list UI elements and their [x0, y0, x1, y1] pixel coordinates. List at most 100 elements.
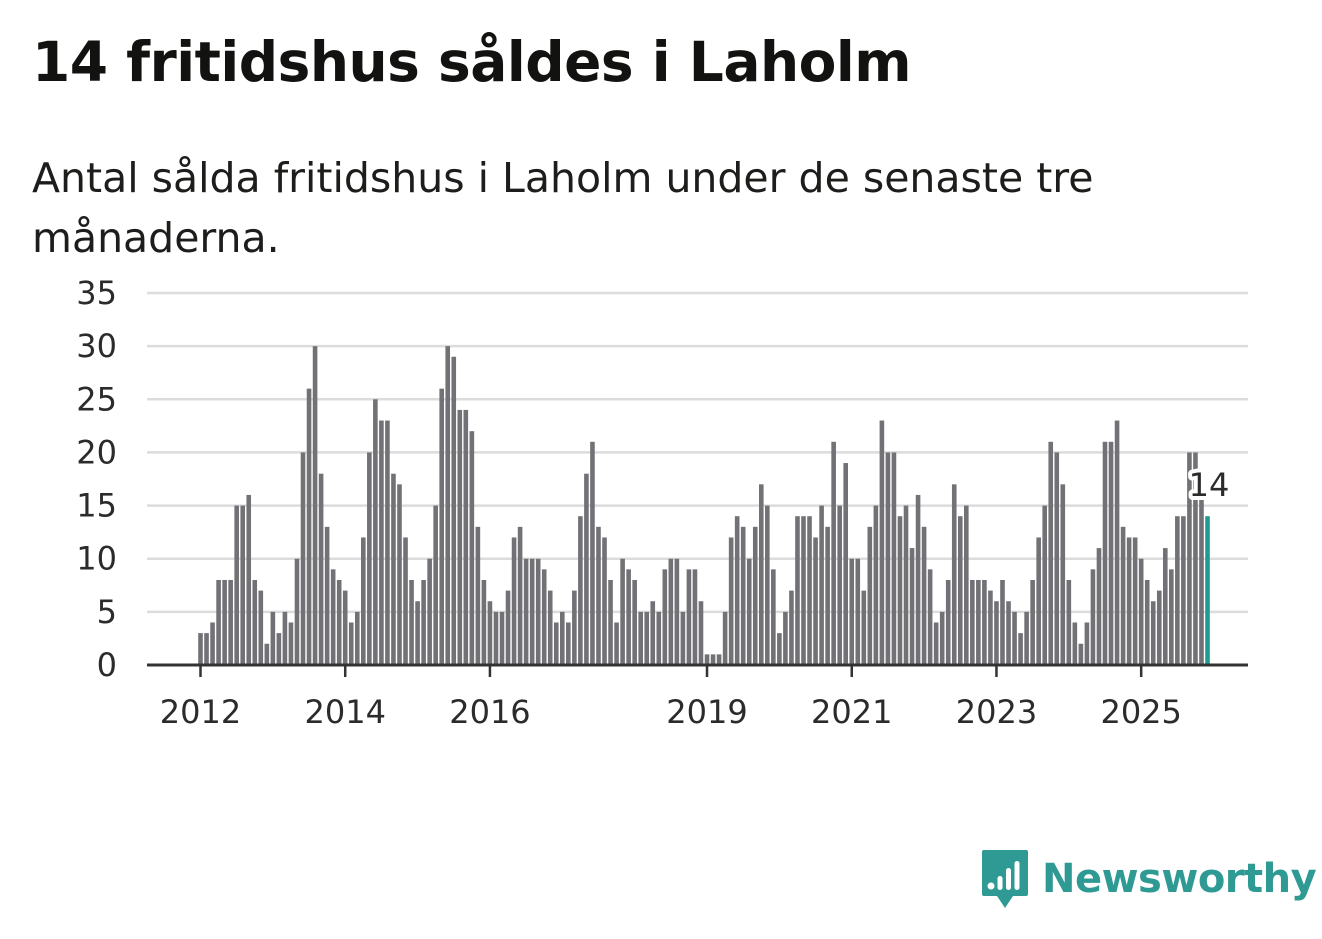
bar — [1175, 516, 1180, 665]
bar — [698, 601, 704, 665]
bar — [927, 569, 933, 665]
y-tick-label: 0 — [97, 646, 117, 684]
bar — [270, 611, 276, 665]
bar — [1199, 473, 1204, 665]
bar — [385, 420, 390, 665]
bar — [252, 579, 258, 665]
bar — [970, 579, 975, 665]
bar — [777, 633, 782, 665]
bar — [318, 473, 324, 665]
bar — [903, 505, 909, 665]
bar — [342, 590, 348, 665]
bar — [746, 558, 752, 665]
bar — [246, 494, 252, 665]
bar — [517, 526, 523, 665]
bar — [1096, 548, 1102, 665]
bar — [361, 537, 366, 665]
bar — [415, 601, 420, 665]
bar — [758, 484, 764, 665]
bar — [861, 590, 867, 665]
x-tick-label: 2016 — [449, 693, 530, 731]
bar — [523, 558, 529, 665]
bar — [336, 579, 342, 665]
bar — [915, 494, 921, 665]
bar — [710, 654, 716, 665]
bar — [837, 505, 842, 665]
bar — [1181, 516, 1186, 665]
bar — [819, 505, 824, 665]
bar — [1090, 569, 1096, 665]
bar — [1000, 579, 1005, 665]
bar — [1187, 452, 1192, 665]
bar — [240, 505, 246, 665]
bar — [692, 569, 698, 665]
bar — [1018, 633, 1023, 665]
x-tick-label: 2025 — [1100, 693, 1181, 731]
y-tick-label: 10 — [76, 540, 117, 578]
bar — [264, 643, 270, 665]
bar — [511, 537, 517, 665]
bar — [849, 558, 855, 665]
bar — [1048, 441, 1054, 665]
bar — [348, 622, 354, 665]
bar — [234, 505, 239, 665]
bar — [330, 569, 336, 665]
bar — [789, 590, 794, 665]
bar — [1078, 643, 1084, 665]
bar — [1108, 441, 1114, 665]
bar — [391, 473, 396, 665]
bar — [1024, 611, 1029, 665]
y-tick-label: 25 — [76, 380, 117, 418]
bar — [198, 633, 203, 665]
bar — [939, 611, 945, 665]
bar — [584, 473, 589, 665]
bar-highlight — [1205, 516, 1210, 665]
bar — [457, 409, 463, 665]
bar — [752, 526, 758, 665]
bar — [897, 516, 903, 665]
y-tick-label: 20 — [76, 433, 117, 471]
bar — [397, 484, 402, 665]
bar — [1042, 505, 1047, 665]
bar — [1120, 526, 1126, 665]
bar — [921, 526, 927, 665]
bar — [1036, 537, 1041, 665]
bar — [843, 463, 849, 665]
bar — [560, 611, 565, 665]
bar — [976, 579, 981, 665]
bar — [1084, 622, 1090, 665]
bar — [1030, 579, 1035, 665]
bar — [825, 526, 830, 665]
bar — [572, 590, 577, 665]
bar — [1060, 484, 1066, 665]
bar — [632, 579, 637, 665]
bar — [626, 569, 631, 665]
bar — [475, 526, 481, 665]
bar — [1163, 548, 1168, 665]
bar — [529, 558, 535, 665]
y-tick-label: 30 — [76, 327, 117, 365]
bar — [740, 526, 746, 665]
bar — [288, 622, 294, 665]
bar — [873, 505, 879, 665]
bar — [855, 558, 861, 665]
bar — [722, 611, 728, 665]
bar — [728, 537, 734, 665]
bar — [1012, 611, 1017, 665]
bar — [620, 558, 625, 665]
bar — [451, 356, 457, 665]
bar — [312, 346, 318, 665]
bar — [933, 622, 939, 665]
bar — [294, 558, 300, 665]
bar — [216, 579, 221, 665]
bar — [1132, 537, 1138, 665]
bar — [951, 484, 957, 665]
bar — [493, 611, 499, 665]
bar — [891, 452, 897, 665]
x-tick-label: 2014 — [305, 693, 386, 731]
bar — [795, 516, 800, 665]
value-annotation: 14 — [1189, 466, 1230, 504]
bar — [324, 526, 330, 665]
bar — [421, 579, 426, 665]
bar — [228, 579, 233, 665]
